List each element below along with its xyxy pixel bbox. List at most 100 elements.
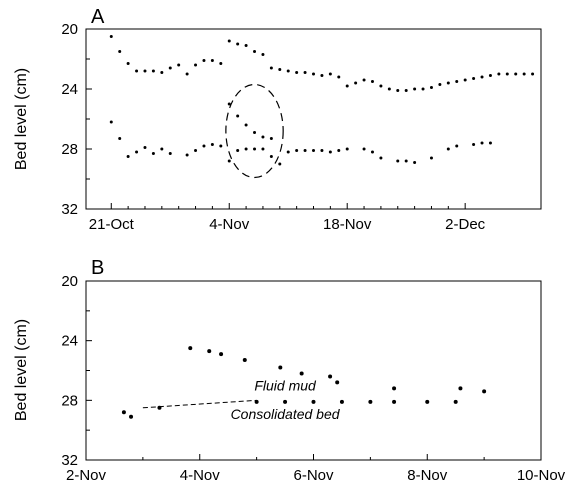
panel-a-series-1-point [253, 147, 257, 151]
panel-a-series-1-point [143, 146, 147, 149]
panel-a-series-1-point [168, 152, 172, 155]
panel-a-series-1-point [202, 144, 206, 148]
panel-a-series-1-point [160, 147, 164, 151]
panel-a-x-tick-label: 21-Oct [89, 216, 135, 233]
panel-b-x-tick-label: 6-Nov [293, 467, 334, 484]
panel-a-series-0-point [328, 72, 332, 76]
panel-a-series-1-point [362, 147, 366, 151]
panel-b: B Bed level (cm) 20 24 28 322-Nov 4-Nov 6-Nov… [13, 257, 566, 484]
panel-a-series-1-point [286, 150, 290, 154]
panel-a-series-0-point [421, 87, 425, 91]
panel-b-series-1-point [121, 410, 126, 415]
panel-b-x-tick-label: 2-Nov [66, 467, 107, 484]
panel-a-series-0-point [236, 42, 240, 46]
panel-a-y-tick-label: 24 [61, 81, 78, 98]
panel-a-series-0-point [413, 87, 417, 91]
panel-a-series-1-point [488, 141, 492, 145]
panel-b-y-tick-label: 32 [61, 452, 78, 469]
panel-a-series-0-point [446, 81, 450, 85]
panel-a-series-0-point [253, 50, 257, 53]
panel-a: A Bed level (cm) 20 24 28 32 21-Oct 4-Nov 18-N… [13, 6, 542, 233]
panel-a-series-1-point [328, 150, 332, 154]
panel-a-series-1-point [480, 141, 484, 145]
panel-a-series-1-point [404, 159, 408, 163]
panel-a-series-0-point [143, 69, 147, 73]
panel-a-y-tick-label: 20 [61, 21, 78, 38]
panel-a-series-1-point [396, 159, 400, 163]
panel-a-series-1-point [345, 147, 349, 151]
panel-a-series-2-point [227, 102, 231, 106]
panel-a-series-0-point [429, 86, 433, 89]
panel-b-marks: Fluid mud Consolidated bed [121, 346, 487, 422]
panel-a-series-0-point [135, 69, 139, 73]
panel-a-series-0-point [194, 63, 198, 67]
panel-a-series-0-point [320, 74, 324, 77]
panel-a-series-2-point [269, 137, 273, 140]
panel-a-marks [109, 35, 535, 179]
panel-a-series-1-point [320, 149, 324, 152]
panel-b-series-0-point [207, 349, 212, 354]
panel-b-trend-line [142, 399, 257, 409]
panel-a-series-1-point [278, 162, 282, 166]
panel-a-series-0-point [345, 84, 349, 88]
panel-b-series-0-point [458, 386, 463, 391]
panel-a-series-0-point [531, 72, 535, 76]
panel-a-series-0-point [362, 78, 366, 82]
panel-b-y-tick-label: 20 [61, 273, 78, 290]
panel-a-series-0-point [126, 62, 130, 65]
panel-a-series-1-point [151, 152, 155, 155]
panel-b-annotation: Consolidated bed [231, 406, 341, 422]
panel-a-series-0-point [438, 83, 442, 86]
panel-a-series-0-point [387, 87, 391, 91]
panel-a-series-0-point [261, 53, 265, 56]
panel-a-series-0-point [185, 72, 189, 76]
panel-a-series-0-point [404, 89, 408, 92]
panel-a-series-0-point [505, 72, 509, 76]
panel-a-series-1-point [379, 156, 383, 160]
panel-b-y-axis-label: Bed level (cm) [13, 319, 30, 421]
panel-b-series-0-point [242, 358, 247, 363]
panel-a-series-0-point [109, 35, 113, 38]
panel-b-series-1-point [283, 399, 288, 404]
panel-a-series-1-point [227, 159, 231, 163]
panel-a-series-0-point [354, 81, 358, 85]
panel-b-letter: B [91, 257, 104, 279]
panel-a-series-0-point [160, 71, 164, 74]
panel-a-series-2-point [261, 135, 265, 139]
panel-a-x-tick-label: 4-Nov [209, 216, 250, 233]
panel-a-series-0-point [210, 59, 214, 62]
panel-a-series-0-point [202, 59, 206, 62]
panel-a-letter: A [91, 6, 105, 28]
panel-b-series-1-point [425, 399, 430, 404]
panel-a-series-1-point [446, 147, 450, 151]
panel-b-series-1-point [311, 399, 316, 404]
panel-a-series-1-point [261, 147, 265, 151]
panel-b-x-tick-label: 4-Nov [180, 467, 221, 484]
panel-b-annotation: Fluid mud [254, 377, 317, 393]
panel-a-series-1-point [236, 149, 240, 152]
panel-a-series-1-point [337, 149, 341, 152]
panel-b-plot-frame [85, 280, 542, 461]
panel-a-series-0-point [480, 75, 484, 79]
panel-a-series-0-point [295, 71, 299, 74]
panel-a-series-1-point [312, 149, 315, 152]
panel-a-series-0-point [455, 80, 459, 83]
panel-a-series-0-point [227, 39, 231, 43]
panel-a-x-tick-label: 2-Dec [445, 216, 486, 233]
panel-b-axes: 20 24 28 322-Nov 4-Nov 6-Nov 8-Nov 10-Nov [61, 273, 565, 484]
panel-a-series-1-point [455, 144, 459, 148]
panel-a-series-0-point [472, 77, 476, 80]
panel-a-series-2-point [244, 123, 248, 127]
panel-b-series-1-point [339, 399, 344, 404]
panel-a-series-1-point [370, 150, 374, 154]
panel-a-series-1-point [303, 149, 307, 152]
panel-a-plot-frame [85, 28, 542, 210]
panel-b-series-0-point [299, 371, 304, 376]
panel-b-series-1-point [254, 399, 259, 404]
panel-a-series-1-point [194, 149, 198, 152]
panel-a-series-0-point [278, 68, 282, 71]
panel-a-series-1-point [118, 137, 122, 140]
panel-b-series-1-point [392, 399, 397, 404]
panel-a-series-1-point [126, 155, 130, 158]
